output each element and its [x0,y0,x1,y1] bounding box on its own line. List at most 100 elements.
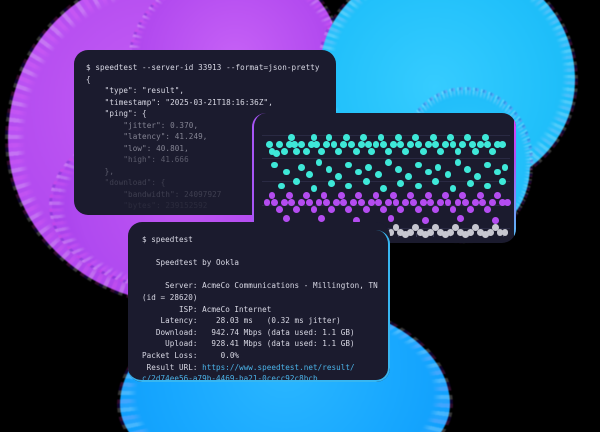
chart-point-download [459,140,467,148]
result-line-1 [142,246,380,258]
chart-point-download [335,147,343,155]
result-output-terminal[interactable]: $ speedtest Speedtest by Ookla Server: A… [128,222,390,382]
json-line-7: "low": 40.801, [86,143,189,153]
chart-point-latency [432,224,439,232]
chart-point-download [275,140,283,148]
chart-point-upload [263,198,271,206]
chart-point-upload [491,217,499,225]
chart-point-download [305,170,313,178]
json-line-0: $ speedtest --server-id 33913 --format=j… [86,63,320,72]
chart-point-download [442,140,449,148]
result-url-link[interactable]: https://www.speedtest.net/result/ [202,362,355,372]
chart-point-download [271,161,278,169]
json-line-6: "latency": 41.249, [86,132,208,141]
chart-point-latency [397,228,405,236]
chart-point-download [375,170,382,178]
chart-point-download [335,173,343,181]
chart-point-latency [501,228,509,236]
chart-point-upload [407,191,415,199]
chart-point-download [404,173,412,181]
chart-point-download [323,140,330,148]
result-url-link-cont[interactable]: c/2d74ee56-a79b-4469-ba21-0cecc92c8bcb [142,374,318,382]
result-line-7: Latency: 28.03 ms (0.32 ms jitter) [142,316,341,326]
chart-point-upload [504,198,511,206]
chart-point-download [357,140,365,148]
chart-point-download [313,140,320,148]
json-line-11: "bandwidth": 24097927 [86,189,222,199]
chart-point-download [476,140,484,148]
chart-point-upload [380,205,387,213]
json-line-12: "bytes": 239152592 [86,201,208,210]
chart-point-latency [496,228,504,236]
chart-point-download [397,180,405,188]
chart-point-download [380,140,387,148]
chart-point-download [419,147,427,155]
chart-point-upload [275,205,283,213]
chart-point-download [499,177,506,185]
chart-point-upload [387,215,395,222]
chart-point-download [328,180,335,188]
chart-point-download [499,140,506,148]
chart-point-download [345,161,353,169]
chart-point-upload [268,191,276,199]
chart-gridline-1 [262,158,510,159]
chart-point-upload [489,198,497,206]
result-line-2: Speedtest by Ookla [142,258,240,268]
chart-point-download [432,177,439,185]
chart-point-upload [479,198,487,206]
result-line-9: Upload: 928.41 Mbps (data used: 1.1 GB) [142,339,355,349]
json-line-5: "jitter": 0.370, [86,120,199,130]
chart-point-download [347,140,355,148]
chart-point-latency [422,231,430,239]
chart-point-download [402,147,410,155]
chart-point-download [280,147,288,155]
chart-point-upload [494,191,501,199]
chart-point-latency [461,231,469,239]
chart-point-download [367,147,375,155]
chart-point-download [432,140,439,148]
chart-point-upload [424,191,432,199]
chart-point-upload [271,198,278,206]
chart-point-download [355,168,363,176]
chart-point-upload [459,191,467,199]
chart-point-upload [385,198,392,206]
speed-scatter-chart-panel[interactable] [252,113,516,243]
chart-point-download [390,140,397,148]
chart-point-upload [449,205,457,213]
chart-point-download [273,150,281,157]
chart-point-upload [419,198,427,206]
chart-point-upload [457,215,464,222]
result-url-label: Result URL: [142,362,203,372]
chart-point-download [303,147,311,155]
chart-point-download [469,140,477,148]
chart-point-download [395,166,402,174]
chart-point-download [447,133,454,141]
json-output-text: $ speedtest --server-id 33913 --format=j… [86,62,326,212]
chart-point-upload [303,191,311,199]
json-line-3: "timestamp": "2025-03-21T18:16:36Z", [86,97,273,107]
chart-point-latency [452,224,459,232]
result-line-8: Download: 942.74 Mbps (data used: 1.1 GB… [142,327,355,337]
chart-point-latency [476,228,484,236]
chart-gridline-0 [262,135,510,136]
chart-point-upload [323,198,330,206]
chart-point-download [288,133,296,141]
chart-point-upload [345,205,353,213]
chart-point-latency [481,231,489,239]
chart-point-download [466,180,474,188]
chart-point-download [345,182,353,190]
chart-point-download [385,159,392,167]
chart-point-upload [320,191,328,199]
chart-point-download [424,140,432,148]
chart-point-download [318,147,325,155]
chart-point-latency [447,228,454,236]
chart-point-upload [397,205,405,213]
chart-point-download [377,133,385,141]
chart-point-download [474,173,482,181]
chart-point-download [464,133,472,141]
result-line-3 [142,269,380,281]
chart-point-latency [412,224,420,232]
chart-point-latency [486,228,494,236]
chart-point-download [310,184,318,192]
chart-point-download [471,147,479,155]
